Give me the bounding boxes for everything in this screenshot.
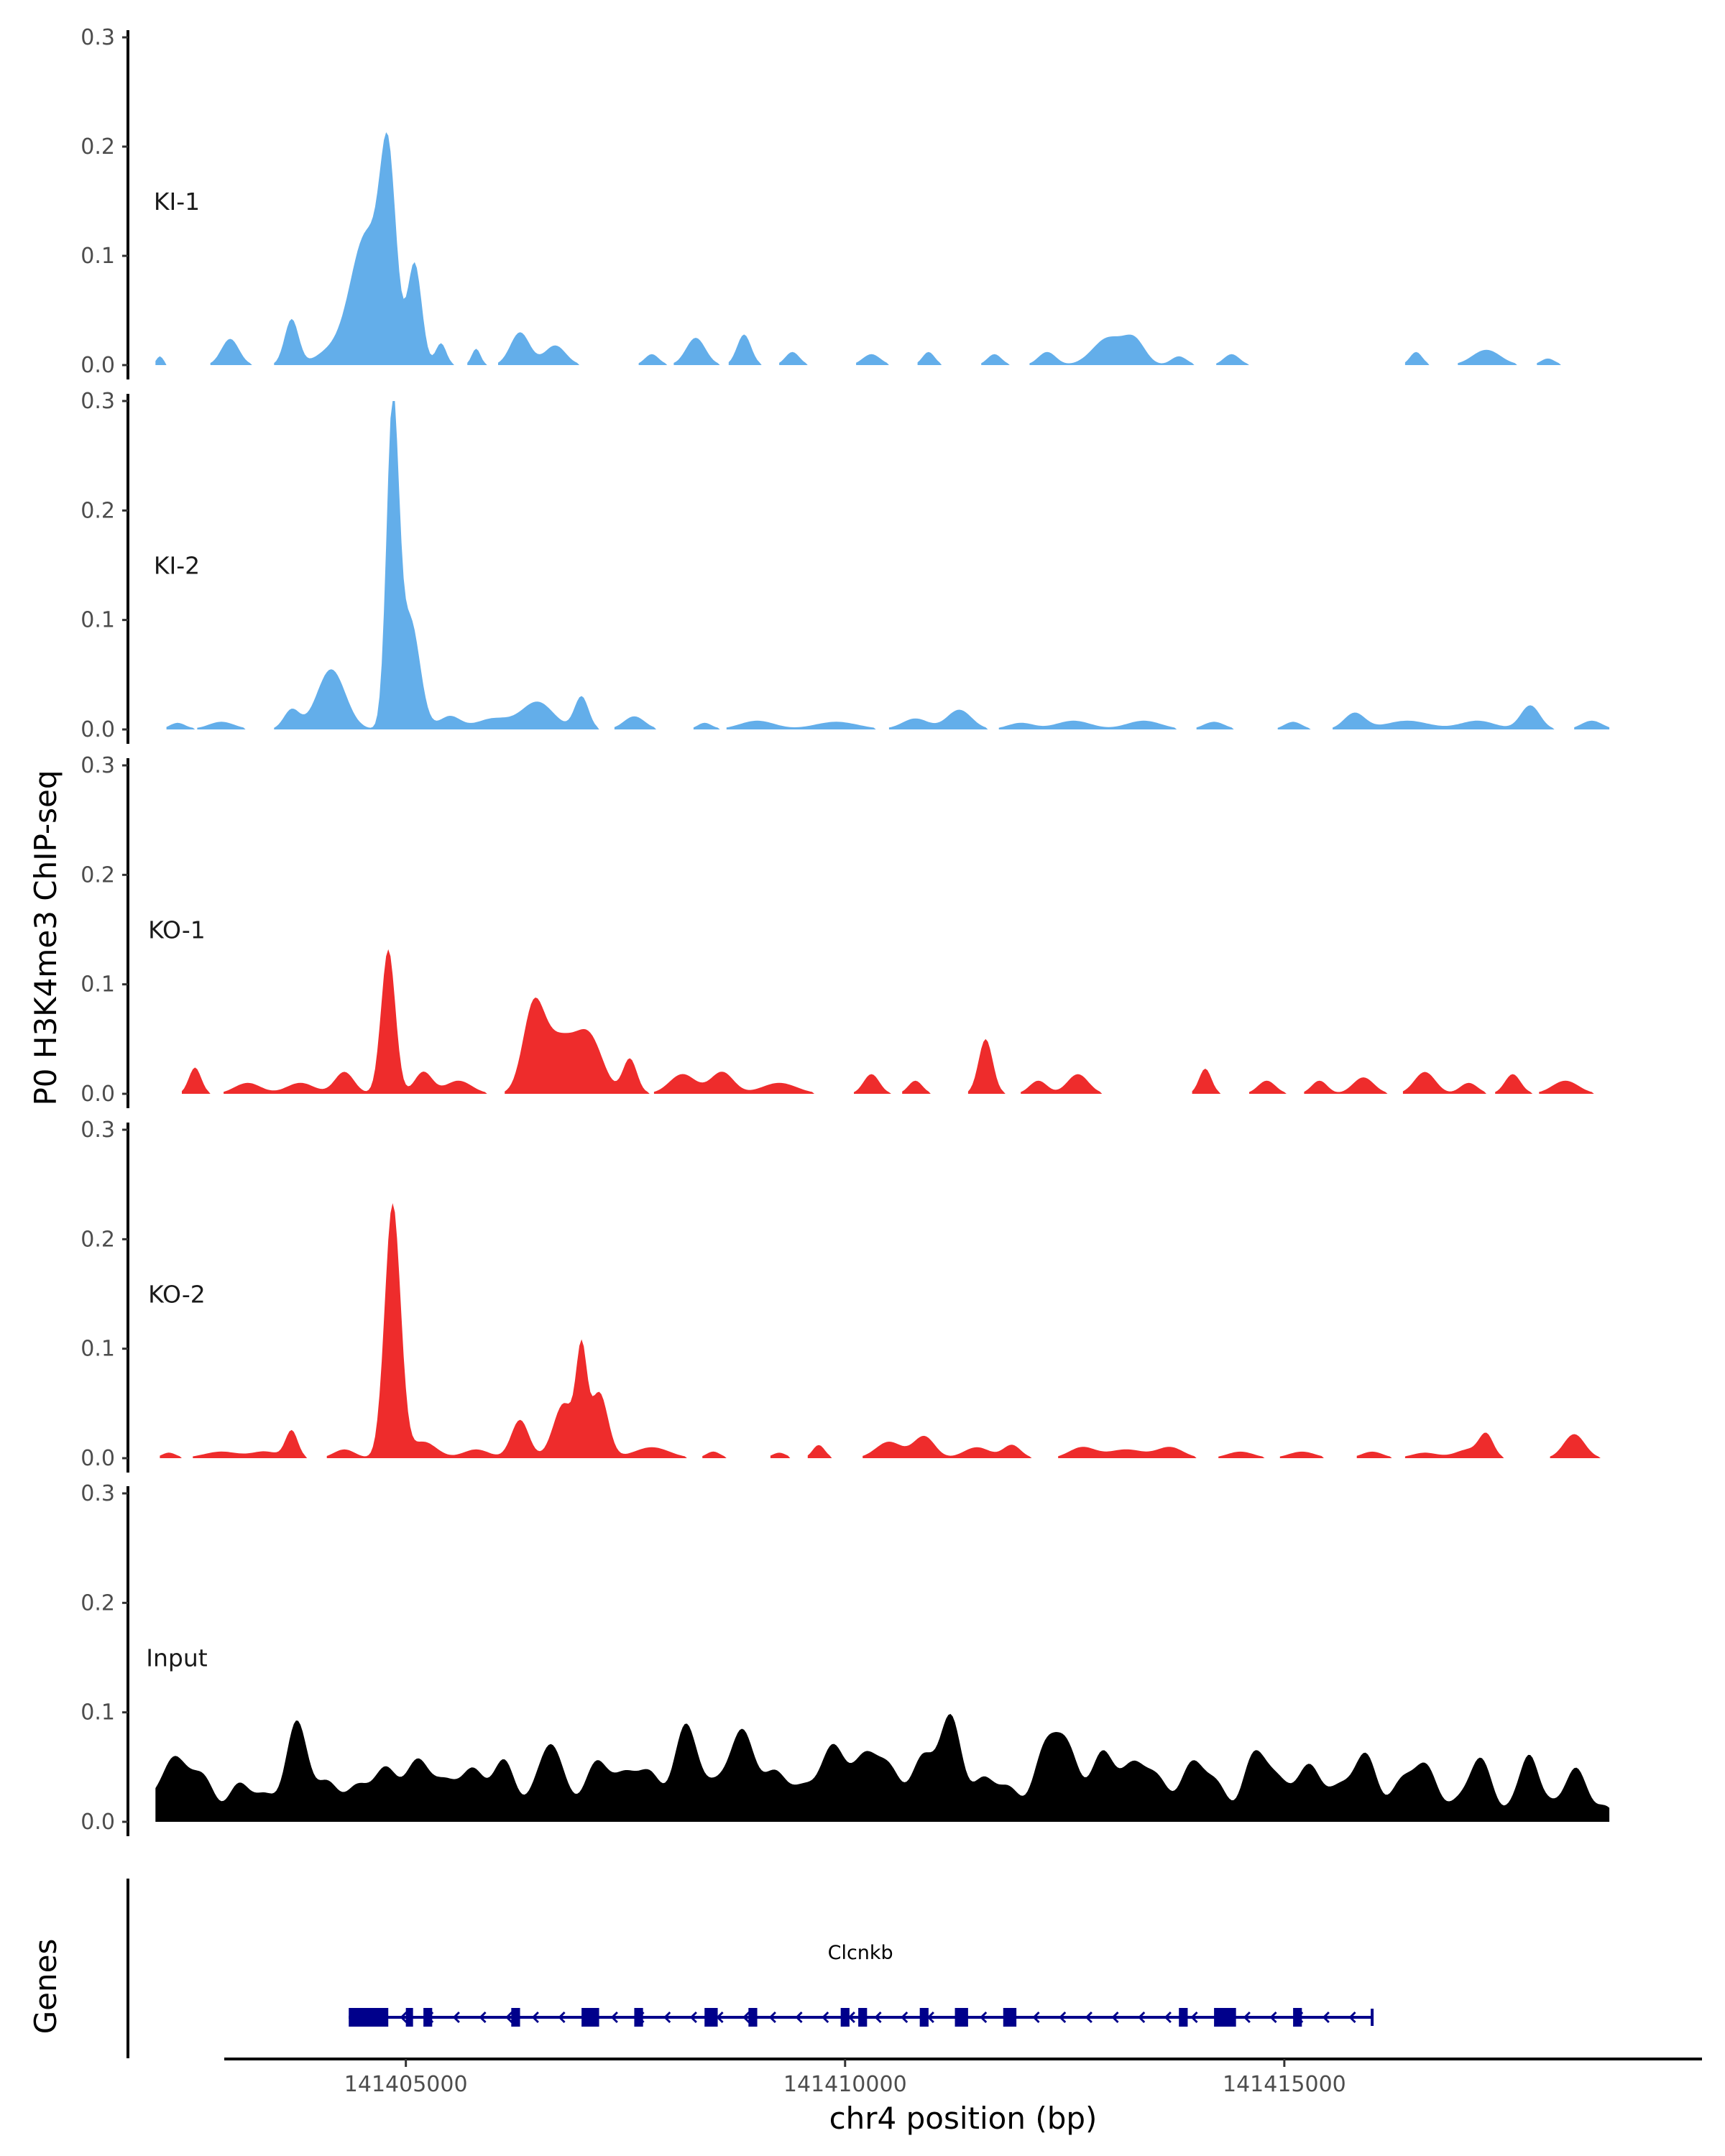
gene-exon xyxy=(405,2008,413,2027)
signal-area xyxy=(166,401,1610,729)
gene-label: Clcnkb xyxy=(828,1942,893,1964)
y-tick-label: 0.3 xyxy=(80,389,115,414)
strand-arrow xyxy=(610,2011,618,2024)
y-tick-label: 0.0 xyxy=(80,1810,115,1835)
gene-exon xyxy=(840,2008,850,2027)
y-tick-label: 0.1 xyxy=(80,1337,115,1362)
y-tick-label: 0.0 xyxy=(80,1446,115,1471)
gene-exon xyxy=(748,2008,758,2027)
strand-arrow xyxy=(1059,2011,1067,2024)
strand-arrow xyxy=(901,2011,908,2024)
strand-arrow xyxy=(479,2011,487,2024)
y-tick-label: 0.1 xyxy=(80,1700,115,1726)
y-tick-label: 0.2 xyxy=(80,134,115,160)
strand-arrow xyxy=(980,2011,988,2024)
y-tick-label: 0.2 xyxy=(80,1590,115,1616)
gene-exon xyxy=(511,2008,520,2027)
x-axis: 141405000 141410000 141415000 chr4 positio… xyxy=(224,2058,1702,2136)
strand-arrow xyxy=(822,2011,829,2024)
gene-exon xyxy=(349,2008,389,2027)
strand-arrow xyxy=(1243,2011,1251,2024)
x-tick-label: 141405000 xyxy=(344,2072,468,2097)
gene-exon xyxy=(423,2008,433,2027)
genes-axis-title: Genes xyxy=(28,1939,63,2035)
y-tick-label: 0.1 xyxy=(80,608,115,633)
y-tick-label: 0.3 xyxy=(80,1118,115,1143)
signal-area xyxy=(155,132,1561,365)
y-tick-label: 0.3 xyxy=(80,1481,115,1506)
track-ko-1: 0.0 0.1 0.2 0.3 KO-1 xyxy=(80,753,1594,1108)
track-label: KI-1 xyxy=(154,188,200,216)
track-label: KI-2 xyxy=(154,552,200,580)
x-axis-ticks: 141405000 141410000 141415000 xyxy=(344,2059,1346,2097)
y-tick-label: 0.0 xyxy=(80,717,115,742)
y-tick-label: 0.0 xyxy=(80,1082,115,1107)
strand-arrow xyxy=(505,2011,513,2024)
y-tick-label: 0.0 xyxy=(80,353,115,378)
strand-arrow xyxy=(1190,2011,1198,2024)
strand-arrow xyxy=(1111,2011,1119,2024)
y-tick-label: 0.3 xyxy=(80,25,115,50)
strand-arrow xyxy=(795,2011,803,2024)
strand-arrow xyxy=(1269,2011,1277,2024)
track-ki-2: 0.0 0.1 0.2 0.3 KI-2 xyxy=(80,389,1610,744)
strand-arrow xyxy=(663,2011,671,2024)
x-axis-title: chr4 position (bp) xyxy=(829,2101,1098,2136)
tracks-layer: 0.00.10.20.3KI-10.00.10.20.3KI-20.00.10.… xyxy=(80,25,1610,1836)
signal-area xyxy=(155,1713,1610,1822)
strand-arrow xyxy=(531,2011,539,2024)
y-tick-label: 0.2 xyxy=(80,862,115,888)
strand-arrow xyxy=(689,2011,697,2024)
gene-exon xyxy=(1179,2008,1188,2027)
gene-exon xyxy=(704,2008,718,2027)
y-tick-label: 0.1 xyxy=(80,972,115,998)
strand-arrow xyxy=(1322,2011,1330,2024)
strand-arrow xyxy=(1138,2011,1146,2024)
gene-model xyxy=(349,2008,1374,2027)
y-tick-label: 0.3 xyxy=(80,753,115,778)
strand-arrow xyxy=(1032,2011,1040,2024)
strand-arrow xyxy=(1348,2011,1356,2024)
gene-exon xyxy=(919,2008,929,2027)
gene-exon xyxy=(1003,2008,1017,2027)
y-tick-label: 0.2 xyxy=(80,1227,115,1252)
gene-exon xyxy=(581,2008,599,2027)
strand-arrow xyxy=(1085,2011,1092,2024)
x-tick-label: 141415000 xyxy=(1223,2072,1346,2097)
genes-panel: Genes Clcnkb xyxy=(28,1879,1374,2058)
track-input: 0.0 0.1 0.2 0.3 Input xyxy=(80,1481,1610,1836)
y-tick-label: 0.1 xyxy=(80,244,115,269)
x-tick-label: 141410000 xyxy=(783,2072,907,2097)
gene-exon xyxy=(1293,2008,1302,2027)
signal-area xyxy=(182,949,1594,1094)
strand-arrow xyxy=(452,2011,460,2024)
y-tick-label: 0.2 xyxy=(80,498,115,523)
gene-exon xyxy=(1214,2008,1236,2027)
strand-arrow xyxy=(768,2011,776,2024)
signal-area xyxy=(160,1203,1601,1458)
y-axis-title: P0 H3K4me3 ChIP-seq xyxy=(28,770,63,1105)
track-ki-1: 0.0 0.1 0.2 0.3 KI-1 xyxy=(80,25,1561,379)
strand-arrow xyxy=(742,2011,750,2024)
track-ko-2: 0.0 0.1 0.2 0.3 KO-2 xyxy=(80,1118,1601,1473)
gene-exon xyxy=(858,2008,868,2027)
strand-arrow xyxy=(400,2011,408,2024)
track-label: KO-2 xyxy=(148,1281,206,1309)
strand-arrow xyxy=(1164,2011,1172,2024)
strand-arrow xyxy=(847,2011,855,2024)
gene-exon xyxy=(634,2008,643,2027)
track-label: KO-1 xyxy=(148,916,206,944)
strand-arrow xyxy=(558,2011,566,2024)
gene-exon xyxy=(954,2008,968,2027)
strand-arrow xyxy=(926,2011,934,2024)
track-label: Input xyxy=(146,1644,208,1672)
strand-arrow xyxy=(874,2011,882,2024)
